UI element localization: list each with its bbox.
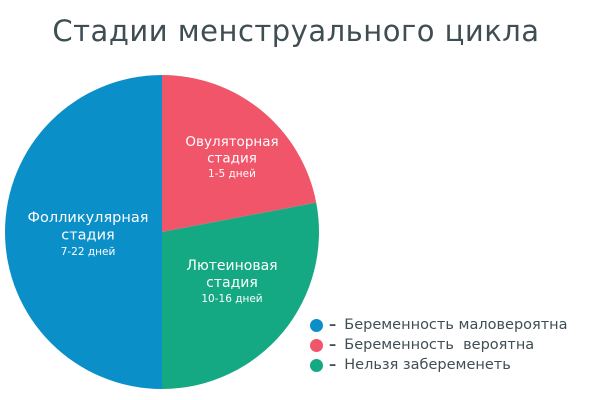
slice-label-line: Овуляторная — [185, 134, 278, 150]
legend-item-pregnancy-likely: – Беременность вероятна — [310, 335, 592, 355]
legend-dash: – — [329, 357, 337, 373]
legend-dot — [310, 318, 323, 332]
slice-duration: 7-22 дней — [61, 246, 116, 258]
legend-dash: – — [329, 337, 337, 353]
legend: – Беременность маловероятна – Беременнос… — [310, 315, 592, 375]
pie-slice — [162, 75, 317, 232]
slice-label-line: стадия — [61, 228, 114, 244]
pie-slices — [5, 75, 319, 389]
slice-duration: 10-16 дней — [201, 293, 262, 305]
slice-label-line: стадия — [207, 151, 257, 167]
slice-label: Фолликулярная стадия 7-22 дней — [28, 210, 149, 258]
pie-slice — [162, 202, 319, 389]
legend-label: Беременность вероятна — [344, 337, 535, 353]
legend-label: Нельзя забеременеть — [344, 357, 511, 373]
legend-item-pregnancy-unlikely: – Беременность маловероятна — [310, 315, 592, 335]
legend-dot — [310, 338, 323, 352]
slice-label-line: стадия — [206, 275, 258, 291]
legend-dash: – — [329, 317, 337, 333]
legend-item-cannot-conceive: – Нельзя забеременеть — [310, 355, 592, 375]
legend-dot — [310, 358, 323, 372]
pie-slice — [5, 75, 162, 389]
slice-label-line: Фолликулярная — [28, 210, 149, 226]
chart-title: Стадии менструального цикла — [52, 14, 540, 48]
slice-label-line: Лютеиновая — [186, 258, 277, 274]
legend-label: Беременность маловероятна — [344, 317, 568, 333]
slice-duration: 1-5 дней — [208, 168, 256, 180]
